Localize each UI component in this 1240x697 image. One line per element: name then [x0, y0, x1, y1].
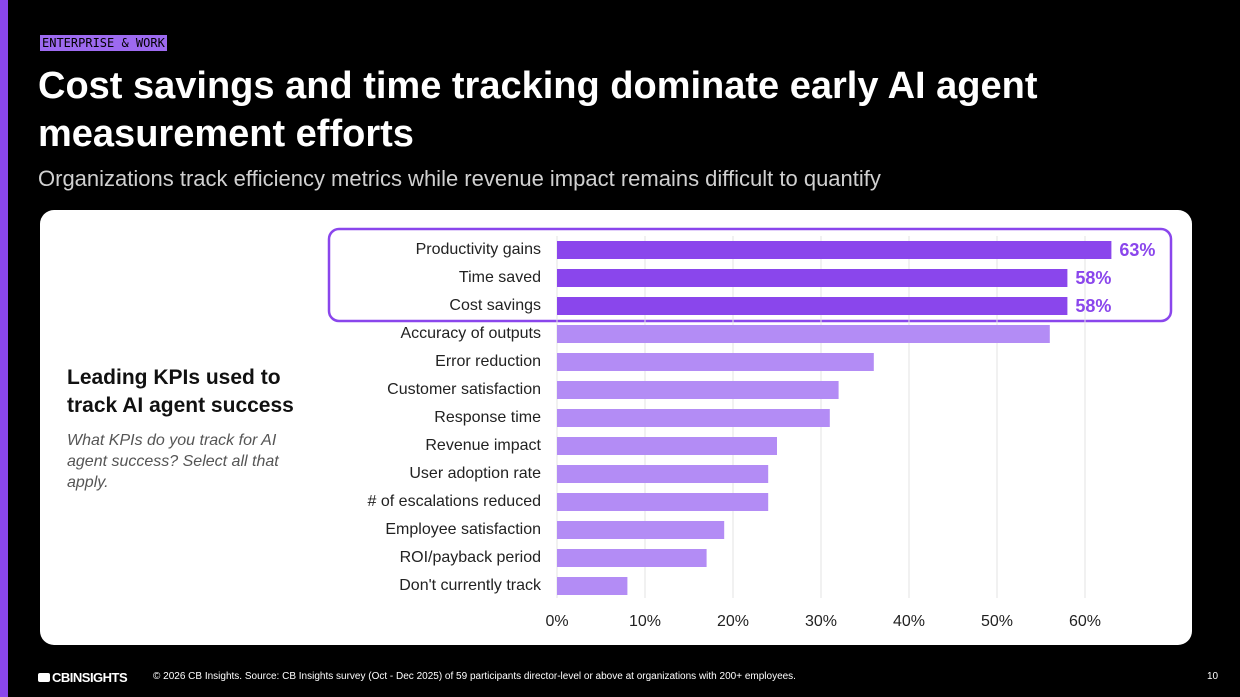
bar: [557, 269, 1068, 287]
x-tick-label: 0%: [545, 613, 568, 630]
x-tick-label: 10%: [629, 613, 661, 630]
bar: [557, 521, 725, 539]
y-tick-label: Employee satisfaction: [385, 521, 541, 538]
x-tick-label: 30%: [805, 613, 837, 630]
y-tick-label: Don't currently track: [399, 577, 542, 594]
y-tick-label: User adoption rate: [409, 465, 541, 482]
bar: [557, 297, 1068, 315]
value-label: 63%: [1119, 240, 1155, 260]
bar: [557, 437, 777, 455]
value-label: 58%: [1075, 268, 1111, 288]
page-number: 10: [1207, 671, 1219, 682]
slide-title: Cost savings and time tracking dominate …: [38, 65, 1038, 155]
y-tick-label: Accuracy of outputs: [400, 325, 541, 342]
chart-subtitle: What KPIs do you track for AI agent succ…: [67, 432, 279, 491]
y-tick-label: Revenue impact: [425, 437, 541, 454]
value-label: 58%: [1075, 296, 1111, 316]
bar: [557, 353, 874, 371]
logo: CBINSIGHTS: [38, 670, 128, 685]
logo-text: CBINSIGHTS: [52, 670, 128, 685]
y-tick-label: Response time: [434, 409, 541, 426]
x-tick-label: 20%: [717, 613, 749, 630]
bar: [557, 493, 769, 511]
slide-subtitle: Organizations track efficiency metrics w…: [38, 166, 881, 191]
y-tick-label: ROI/payback period: [400, 549, 541, 566]
highlight-box: [327, 227, 1173, 323]
y-tick-label: Time saved: [459, 269, 541, 286]
accent-stripe: [0, 0, 8, 697]
section-tag: ENTERPRISE & WORK: [40, 35, 167, 51]
x-tick-label: 60%: [1069, 613, 1101, 630]
y-tick-label: Productivity gains: [416, 241, 541, 258]
x-tick-label: 50%: [981, 613, 1013, 630]
y-tick-label: Customer satisfaction: [387, 381, 541, 398]
bar: [557, 549, 707, 567]
chart-title: Leading KPIs used to track AI agent succ…: [67, 366, 294, 417]
y-tick-label: # of escalations reduced: [368, 493, 541, 510]
bar: [557, 325, 1050, 343]
x-tick-label: 40%: [893, 613, 925, 630]
y-tick-label: Cost savings: [449, 297, 541, 314]
bar: [557, 381, 839, 399]
y-tick-label: Error reduction: [435, 353, 541, 370]
source-note: © 2026 CB Insights. Source: CB Insights …: [153, 671, 796, 682]
bar: [557, 577, 628, 595]
bar: [557, 241, 1112, 259]
bar: [557, 409, 830, 427]
bar: [557, 465, 769, 483]
